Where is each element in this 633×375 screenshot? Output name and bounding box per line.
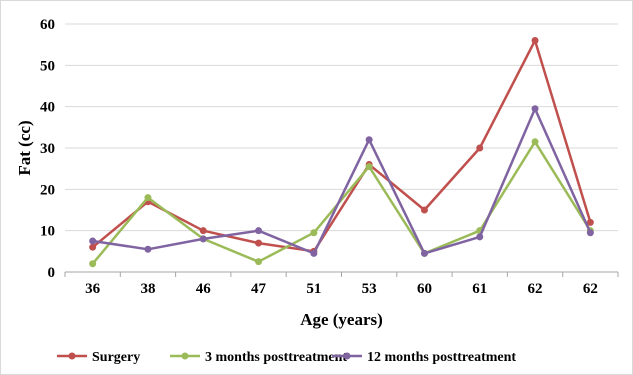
x-tick-label-7: 61 xyxy=(472,281,487,297)
series-line-0 xyxy=(91,39,592,253)
data-point-2-2 xyxy=(199,235,207,243)
data-point-0-0 xyxy=(89,243,97,251)
data-point-2-9 xyxy=(586,229,594,237)
data-point-2-6 xyxy=(420,249,428,257)
data-point-2-7 xyxy=(476,233,484,241)
y-tick-label-0: 0 xyxy=(48,265,56,281)
tick-labels: 0 10 20 30 40 50 60 36 38 46 47 51 53 60 61 62 62 xyxy=(40,17,598,297)
data-point-2-0 xyxy=(89,237,97,245)
x-tick-label-0: 36 xyxy=(85,281,101,297)
legend-marker-0 xyxy=(68,352,76,360)
legend: Surgery 3 months posttreatment 12 months p… xyxy=(57,350,516,365)
y-tick-label-20: 20 xyxy=(40,182,55,198)
data-point-0-9 xyxy=(586,218,594,226)
series-line-1 xyxy=(91,140,592,265)
y-tick-label-30: 30 xyxy=(40,141,55,157)
data-point-1-5 xyxy=(365,163,373,171)
y-tick-label-50: 50 xyxy=(40,58,55,74)
x-tick-label-5: 53 xyxy=(362,281,377,297)
data-point-0-6 xyxy=(420,206,428,214)
y-tick-label-40: 40 xyxy=(40,100,55,116)
x-axis-title: Age (years) xyxy=(300,310,383,329)
series-2 xyxy=(89,105,594,257)
x-tick-label-1: 38 xyxy=(140,281,155,297)
data-point-1-8 xyxy=(531,138,539,146)
data-point-2-5 xyxy=(365,136,373,144)
y-tick-label-60: 60 xyxy=(40,17,55,33)
data-point-0-3 xyxy=(255,239,263,247)
legend-label-2: 12 months posttreatment xyxy=(367,350,516,365)
data-point-0-8 xyxy=(531,37,539,45)
legend-item-1: 3 months posttreatment xyxy=(170,350,347,365)
series-line-2 xyxy=(92,107,592,255)
data-point-2-8 xyxy=(531,105,539,113)
y-axis-title: Fat (cc) xyxy=(15,120,34,175)
x-tick-label-8: 62 xyxy=(528,281,543,297)
x-tick-label-6: 60 xyxy=(417,281,432,297)
data-point-0-2 xyxy=(199,227,207,235)
data-point-2-1 xyxy=(144,245,152,253)
data-point-2-4 xyxy=(310,249,318,257)
legend-marker-1 xyxy=(181,352,189,360)
legend-marker-2 xyxy=(343,352,351,360)
data-point-2-3 xyxy=(255,227,263,235)
data-point-0-7 xyxy=(476,144,484,152)
series-lines xyxy=(89,37,594,268)
data-point-1-1 xyxy=(144,194,152,202)
data-point-1-3 xyxy=(255,258,263,266)
legend-item-0: Surgery xyxy=(57,350,140,365)
y-tick-label-10: 10 xyxy=(40,224,55,240)
legend-label-1: 3 months posttreatment xyxy=(205,350,347,365)
gridlines xyxy=(65,23,618,232)
data-point-1-0 xyxy=(89,260,97,268)
x-tick-label-3: 47 xyxy=(251,281,267,297)
legend-label-0: Surgery xyxy=(92,350,140,365)
x-tick-label-9: 62 xyxy=(583,281,598,297)
axes xyxy=(64,271,619,277)
x-tick-label-2: 46 xyxy=(196,281,212,297)
data-point-1-4 xyxy=(310,229,318,237)
x-tick-label-4: 51 xyxy=(306,281,321,297)
series-1 xyxy=(89,138,594,268)
legend-item-2: 12 months posttreatment xyxy=(332,350,516,365)
